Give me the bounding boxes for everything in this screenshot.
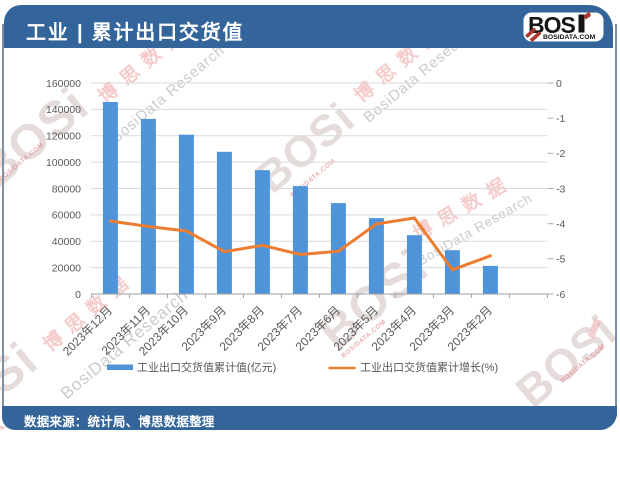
svg-text:160000: 160000 [46,78,81,90]
svg-text:BOS: BOS [528,12,576,38]
svg-text:120000: 120000 [46,131,81,143]
svg-text:0: 0 [75,289,81,301]
svg-text:-5: -5 [556,254,565,266]
svg-text:BOSIDATA.COM: BOSIDATA.COM [543,34,596,41]
svg-text:20000: 20000 [52,262,81,274]
svg-text:40000: 40000 [52,236,81,248]
svg-text:-2: -2 [556,148,565,160]
svg-text:0: 0 [556,78,562,90]
svg-text:-6: -6 [556,289,565,301]
svg-text:-3: -3 [556,183,565,195]
svg-text:60000: 60000 [52,210,81,222]
svg-text:140000: 140000 [46,104,81,116]
svg-text:-4: -4 [556,219,565,231]
svg-text:80000: 80000 [52,183,81,195]
svg-text:工业出口交货值累计值(亿元): 工业出口交货值累计值(亿元) [137,360,276,374]
svg-text:100000: 100000 [46,157,81,169]
svg-text:工业出口交货值累计增长(%): 工业出口交货值累计增长(%) [360,360,498,374]
svg-text:-1: -1 [556,113,565,125]
